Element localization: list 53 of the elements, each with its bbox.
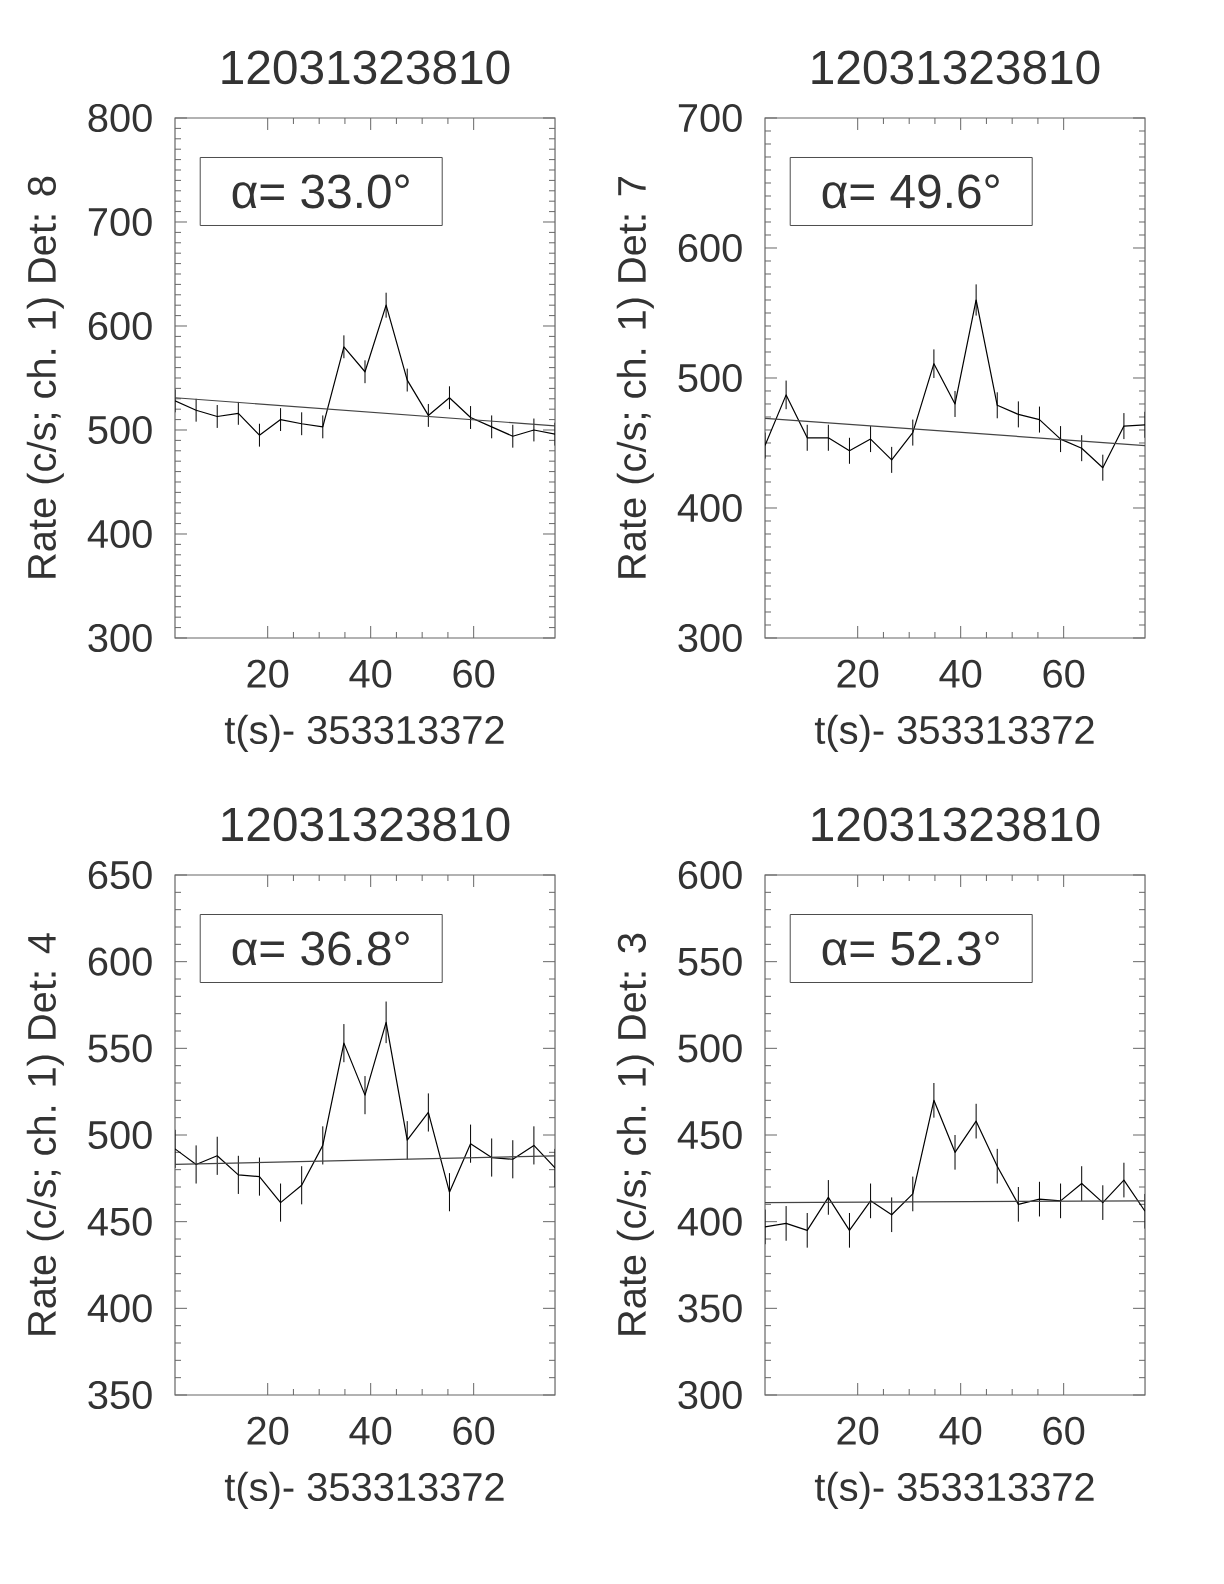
y-tick-label: 300: [678, 623, 742, 653]
y-tick-label: 550: [88, 1034, 152, 1063]
y-tick-label: 300: [678, 1380, 742, 1410]
y-tick-label: 600: [678, 860, 742, 890]
x-axis-title: t(s)- 353313372: [224, 1471, 504, 1509]
x-tick-label: 20: [837, 1416, 879, 1445]
annotation: α= 36.8°: [232, 931, 409, 966]
y-axis-title: Rate (c/s; ch. 1) Det: 7: [616, 177, 654, 578]
x-axis-title: t(s)- 353313372: [224, 714, 504, 752]
x-axis-title: t(s)- 353313372: [814, 1471, 1094, 1509]
y-tick-label: 400: [677, 493, 742, 523]
y-tick-label: 650: [88, 860, 152, 890]
x-tick-label: 60: [1043, 1416, 1085, 1445]
y-tick-label: 600: [678, 233, 742, 263]
x-tick-label: 20: [247, 1416, 289, 1445]
chart-title: 12031323810: [222, 50, 510, 85]
x-tick-label: 40: [349, 659, 392, 688]
x-tick-label: 40: [939, 1416, 982, 1445]
y-axis-title: Rate (c/s; ch. 1) Det: 8: [26, 176, 64, 578]
x-tick-label: 20: [247, 659, 289, 688]
y-tick-label: 600: [88, 947, 152, 976]
x-tick-label: 40: [939, 659, 982, 688]
y-tick-label: 550: [678, 947, 742, 976]
annotation: α= 33.0°: [232, 174, 409, 209]
y-tick-label: 500: [88, 1120, 152, 1150]
x-tick-label: 20: [837, 659, 879, 688]
y-tick-label: 400: [677, 1207, 742, 1236]
y-tick-label: 400: [87, 519, 152, 549]
y-tick-label: 300: [88, 623, 152, 653]
x-tick-label: 40: [349, 1416, 392, 1445]
y-axis-title: Rate (c/s; ch. 1) Det: 3: [616, 933, 654, 1335]
chart-title: 12031323810: [812, 807, 1100, 842]
y-tick-label: 700: [678, 103, 742, 133]
y-tick-label: 800: [88, 103, 152, 133]
y-tick-label: 500: [88, 415, 152, 445]
x-tick-label: 60: [453, 1416, 495, 1445]
x-axis-title: t(s)- 353313372: [814, 714, 1094, 752]
y-tick-label: 450: [677, 1120, 742, 1150]
y-tick-label: 450: [87, 1207, 152, 1236]
y-axis-title: Rate (c/s; ch. 1) Det: 4: [26, 933, 64, 1335]
chart-title: 12031323810: [222, 807, 510, 842]
y-tick-label: 700: [88, 207, 152, 237]
y-tick-label: 500: [678, 1034, 742, 1063]
chart-title: 12031323810: [812, 50, 1100, 85]
y-tick-label: 350: [88, 1380, 152, 1410]
y-tick-label: 400: [87, 1294, 152, 1323]
x-tick-label: 60: [453, 659, 495, 688]
y-tick-label: 350: [678, 1294, 742, 1323]
annotation: α= 49.6°: [822, 174, 999, 209]
y-tick-label: 500: [678, 363, 742, 393]
x-tick-label: 60: [1043, 659, 1085, 688]
annotation: α= 52.3°: [822, 931, 999, 966]
y-tick-label: 600: [88, 311, 152, 341]
